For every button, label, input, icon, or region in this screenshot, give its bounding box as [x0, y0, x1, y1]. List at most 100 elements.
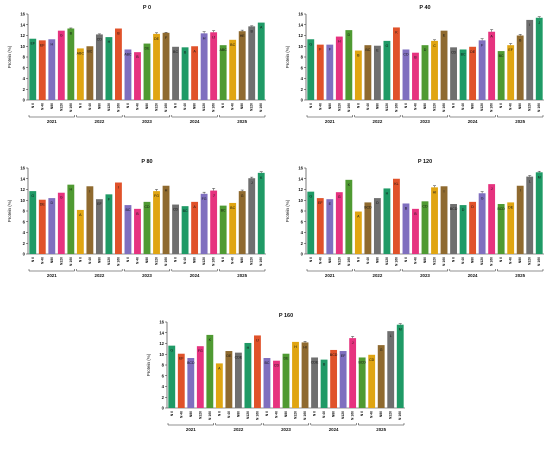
- chart-panel-1: P 40 Protein (%) 0 2 4 6 8 10 12 14 16 G N 0 F N 40 F N8…: [285, 5, 544, 124]
- year-label: 2022: [373, 119, 383, 124]
- x-tick-label: N 0: [499, 103, 503, 108]
- bar: [57, 192, 65, 254]
- x-tick-label: N80: [236, 411, 240, 417]
- bar: [431, 187, 438, 254]
- bar-label: BCD: [358, 360, 366, 364]
- year-label: 2021: [47, 119, 57, 124]
- y-tick-label: 2: [23, 241, 26, 246]
- x-tick-label: N 40: [318, 103, 322, 110]
- y-tick-label: 12: [159, 341, 164, 346]
- bar-label: F: [108, 197, 111, 201]
- x-tick-label: N120: [385, 257, 389, 265]
- y-axis-label: Protein (%): [7, 199, 12, 222]
- x-tick-label: N80: [193, 103, 197, 109]
- bar-label: A: [79, 213, 82, 217]
- bar-label: EF: [40, 43, 45, 47]
- bar: [177, 353, 185, 408]
- x-tick-label: N 160: [537, 103, 541, 112]
- bar-label: A: [490, 35, 493, 39]
- year-bracket: [171, 115, 218, 118]
- bar-label: G: [60, 34, 63, 38]
- bar: [387, 331, 395, 408]
- bar: [187, 358, 195, 408]
- y-tick-label: 0: [301, 252, 304, 257]
- y-tick-label: 2: [162, 395, 165, 400]
- x-tick-label: N 0: [31, 103, 35, 108]
- x-tick-label: N 40: [370, 411, 374, 418]
- bar-label: IJ: [256, 338, 259, 342]
- bar-label: B: [136, 55, 139, 59]
- bar-label: EF: [341, 354, 346, 358]
- year-bracket: [28, 115, 75, 118]
- bar: [86, 46, 94, 100]
- bar: [459, 49, 467, 100]
- year-bracket: [497, 115, 544, 118]
- bar-label: B: [117, 32, 120, 36]
- x-tick-label: N120: [341, 411, 345, 419]
- bar-label: E: [376, 49, 379, 53]
- x-tick-label: N 0: [452, 257, 456, 262]
- bar: [373, 45, 381, 100]
- x-tick-label: N 160: [116, 103, 120, 112]
- bar-label: ABC: [124, 52, 132, 56]
- x-tick-label: N 0: [356, 103, 360, 108]
- bar: [143, 201, 151, 254]
- x-tick-label: N80: [50, 257, 54, 263]
- x-tick-label: N 0: [404, 257, 408, 262]
- year-bracket: [401, 269, 449, 272]
- bar-label: BC: [87, 49, 92, 53]
- year-bracket: [449, 269, 496, 272]
- chart-panel-4: P 160 Protein (%) 0 2 4 6 8 10 12 14 16 G N 0 EF N 40 B…: [146, 313, 405, 432]
- x-tick-label: N 0: [360, 411, 364, 416]
- bar-label: CDE: [235, 356, 243, 360]
- y-tick-label: 12: [20, 33, 25, 38]
- x-tick-label: N 160: [259, 103, 263, 112]
- bar: [234, 352, 242, 408]
- bar: [354, 50, 362, 100]
- bar-label: E: [329, 202, 332, 206]
- year-bracket: [306, 269, 353, 272]
- bar-label: DE: [40, 203, 46, 207]
- bar: [76, 209, 84, 254]
- x-tick-label: N 40: [413, 103, 417, 110]
- bar-label: H: [108, 40, 111, 44]
- x-tick-label: N 40: [231, 103, 235, 110]
- chart-title: P 0: [143, 5, 151, 11]
- bar: [181, 47, 189, 100]
- bar-label: EF: [30, 42, 35, 46]
- bar-label: H: [70, 188, 73, 192]
- bar: [431, 40, 438, 100]
- bar: [153, 33, 160, 101]
- bar-label: ABC: [77, 51, 85, 55]
- bar: [440, 30, 448, 101]
- bar-label: DE: [226, 354, 232, 358]
- bar-label: B: [414, 56, 417, 60]
- year-label: 2022: [95, 119, 105, 124]
- x-tick-label: N 40: [461, 103, 465, 110]
- year-bracket: [123, 115, 171, 118]
- x-tick-label: N 0: [170, 411, 174, 416]
- bar-label: G: [386, 44, 389, 48]
- bar-label: FG: [154, 194, 159, 198]
- bar-label: CD: [451, 50, 457, 54]
- bar: [244, 342, 252, 408]
- bar-label: BC: [125, 208, 130, 212]
- y-tick-label: 4: [23, 76, 26, 81]
- bar: [67, 28, 75, 101]
- bar: [105, 194, 113, 254]
- bar: [238, 191, 246, 254]
- x-tick-label: N120: [202, 103, 206, 111]
- year-label: 2024: [190, 119, 200, 124]
- x-tick-label: N 0: [404, 103, 408, 108]
- bar-label: HI: [433, 190, 437, 194]
- y-tick-label: 2: [301, 87, 304, 92]
- bar: [105, 37, 113, 100]
- bar-label: CD: [144, 205, 150, 209]
- x-tick-label: N 40: [413, 257, 417, 264]
- bar: [412, 208, 419, 254]
- x-tick-label: N80: [145, 257, 149, 263]
- y-tick-label: 16: [298, 166, 303, 171]
- bar-label: H: [203, 36, 206, 40]
- bar: [488, 31, 496, 100]
